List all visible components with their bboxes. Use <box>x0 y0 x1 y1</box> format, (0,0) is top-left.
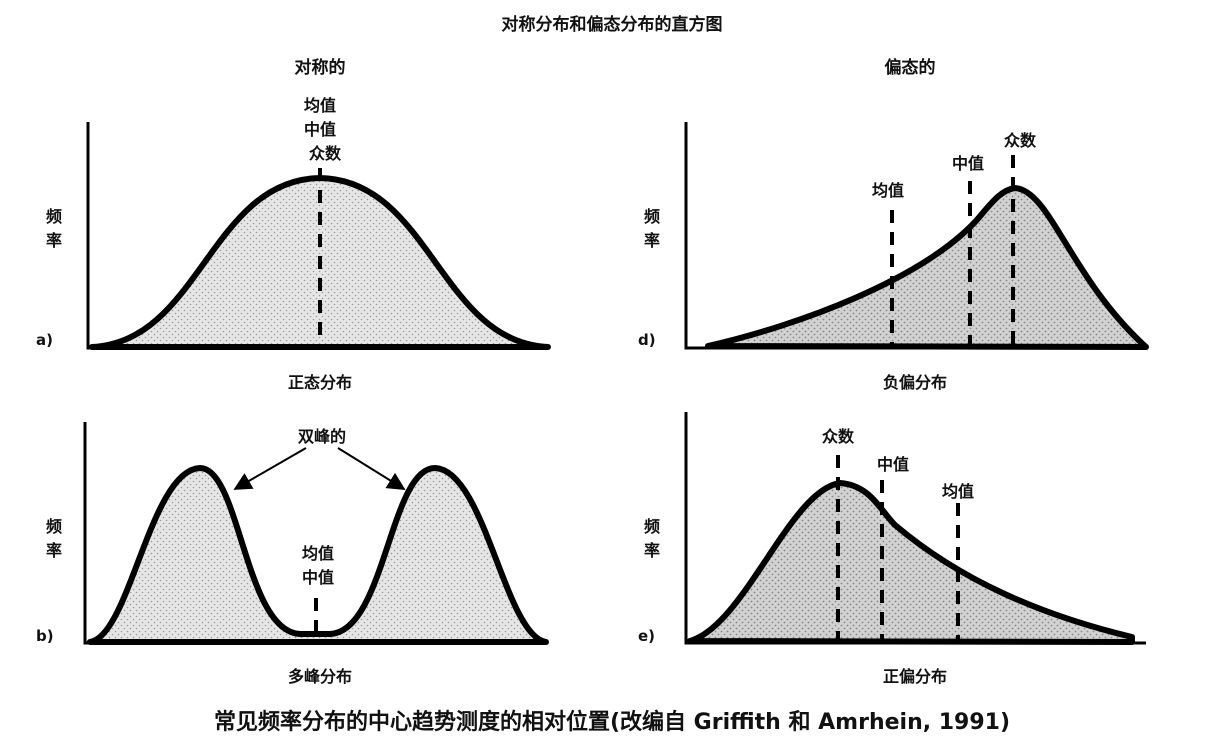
panel-b: 双峰的 均值 中值 频 率 b) 多峰分布 <box>36 422 549 686</box>
panel-b-bimodal-label: 双峰的 <box>298 427 346 446</box>
panel-a-ylabel-2: 率 <box>46 231 62 250</box>
panel-d-letter: d) <box>638 331 656 349</box>
panel-a-mean-label: 均值 <box>304 96 336 115</box>
panel-b-mean-label: 均值 <box>302 544 334 563</box>
panel-b-median-label: 中值 <box>302 568 334 587</box>
panel-e-mode-label: 众数 <box>822 427 855 446</box>
panel-e-positive-skew-curve <box>687 480 1135 645</box>
panel-a-ylabel-1: 频 <box>46 207 62 226</box>
panel-a-median-label: 中值 <box>304 120 336 139</box>
panel-d-ylabel-2: 率 <box>644 231 660 250</box>
panel-e-ylabel-2: 率 <box>644 541 660 560</box>
panel-b-ylabel-2: 率 <box>46 541 62 560</box>
panel-e-mean-label: 均值 <box>942 482 974 501</box>
panel-b-bimodal-curve <box>87 465 549 645</box>
panel-b-arrow-right <box>337 447 406 490</box>
panel-b-name: 多峰分布 <box>288 667 352 686</box>
panel-d-ylabel-1: 频 <box>644 207 660 226</box>
panel-d-median-label: 中值 <box>952 154 984 173</box>
panel-a: 均值 中值 众数 频 率 a) 正态分布 <box>36 96 551 392</box>
panel-e-ylabel-1: 频 <box>644 517 660 536</box>
panel-d-mean-label: 均值 <box>872 181 904 200</box>
panel-b-ylabel-1: 频 <box>46 517 62 536</box>
panel-b-letter: b) <box>36 627 54 645</box>
panel-d-mode-label: 众数 <box>1004 131 1037 150</box>
section-title-skewed: 偏态的 <box>885 57 936 78</box>
panel-e: 众数 中值 均值 频 率 e) 正偏分布 <box>638 412 1146 686</box>
panel-a-mode-label: 众数 <box>309 144 342 163</box>
section-title-symmetric: 对称的 <box>295 57 346 78</box>
figure-title: 对称分布和偏态分布的直方图 <box>502 14 723 35</box>
panel-e-letter: e) <box>638 627 655 645</box>
panel-d-name: 负偏分布 <box>883 373 947 392</box>
panel-a-name: 正态分布 <box>288 373 352 392</box>
panel-a-letter: a) <box>36 331 53 349</box>
panel-b-arrow-left <box>233 447 307 490</box>
panel-d: 均值 中值 众数 频 率 d) 负偏分布 <box>638 122 1149 392</box>
panel-e-name: 正偏分布 <box>883 667 947 686</box>
panel-e-median-label: 中值 <box>877 455 909 474</box>
figure-caption: 常见频率分布的中心趋势测度的相对位置(改编自 Griffith 和 Amrhei… <box>214 709 1010 735</box>
panel-d-negative-skew-curve <box>705 185 1149 350</box>
